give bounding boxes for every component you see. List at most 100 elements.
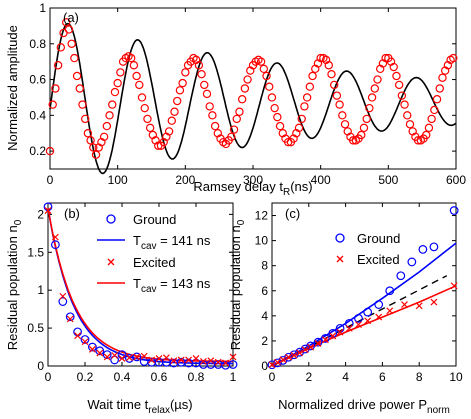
data-point (70, 53, 79, 63)
data-point (235, 107, 244, 116)
data-point (66, 315, 74, 323)
x-tick-label: 1 (230, 370, 237, 384)
data-point (332, 91, 342, 100)
data-point (48, 100, 57, 109)
x-tick-label: 400 (311, 173, 331, 187)
data-point (89, 143, 98, 152)
panel-c-ylabel-main: Residual population n (228, 225, 243, 350)
panel-b-ylabel-sub: 0 (13, 219, 24, 225)
data-point (164, 127, 174, 136)
panel-a-ylabel: Normalized amplitude (5, 25, 20, 151)
panel-b-xlabel-tail: (µs) (170, 397, 193, 412)
data-point (449, 206, 459, 215)
data-point (111, 351, 119, 359)
data-point (87, 342, 97, 352)
panel-c-xlabel-main: Normalized drive power P (278, 397, 427, 412)
panel-c-frame (271, 202, 457, 367)
x-tick-label: 4 (342, 370, 349, 384)
data-point (374, 300, 384, 309)
panel-a-label: (a) (63, 10, 79, 25)
data-point (78, 100, 87, 109)
panel-b: 0 0.2 0.4 0.6 0.8 1 0 0.5 1 1.5 2 (b) Ground Tcav … (5, 202, 238, 416)
data-point (285, 353, 292, 361)
data-point (170, 357, 178, 365)
panel-c-excited-fit (271, 285, 457, 367)
data-point (210, 121, 220, 131)
data-point (403, 111, 412, 120)
legend-excited-marker (107, 258, 115, 266)
legend-excited-fit-label: Tcav = 143 ns (133, 276, 211, 295)
x-tick-label: 6 (379, 370, 386, 384)
data-point (363, 307, 373, 317)
data-point (200, 80, 209, 90)
x-tick-label: 2 (305, 370, 312, 384)
legend-c-excited-label: Excited (357, 252, 400, 267)
panel-c-ylabel-sub: 0 (236, 219, 247, 225)
data-point (108, 100, 117, 109)
data-point (336, 328, 344, 336)
data-point (205, 102, 214, 111)
data-point (274, 358, 281, 366)
data-point (240, 84, 250, 93)
panel-b-xlabel-sub: relax (148, 405, 170, 416)
data-point (270, 103, 279, 113)
data-point (229, 353, 237, 361)
data-point (232, 114, 241, 124)
data-point (75, 84, 84, 93)
x-tick-label: 200 (175, 173, 195, 187)
data-point (202, 89, 212, 99)
data-point (185, 356, 193, 364)
y-tick-label: 4 (261, 309, 268, 323)
data-point (364, 317, 372, 325)
data-point (324, 61, 333, 70)
panel-c-xlabel-sub: norm (427, 405, 450, 416)
data-point (162, 354, 170, 362)
data-point (449, 53, 458, 63)
data-point (237, 95, 247, 104)
y-tick-label: 0.6 (29, 73, 46, 87)
y-tick-label: 2 (261, 334, 268, 348)
data-point (110, 87, 120, 97)
data-point (51, 233, 59, 241)
data-point (145, 123, 155, 133)
y-tick-label: 1.5 (27, 245, 44, 259)
data-point (74, 332, 82, 340)
panel-b-ticks: 0 0.2 0.4 0.6 0.8 1 0 0.5 1 1.5 2 (27, 203, 237, 384)
y-tick-label: 1 (39, 1, 46, 15)
data-point (99, 132, 109, 141)
data-point (354, 313, 363, 323)
data-point (389, 62, 398, 72)
panel-b-ylabel: Residual population n0 (5, 219, 24, 350)
data-point (95, 346, 105, 356)
data-point (88, 345, 96, 353)
panel-b-label: (b) (64, 206, 80, 221)
x-tick-label: 0.8 (188, 370, 205, 384)
x-tick-label: 0.2 (77, 370, 94, 384)
y-tick-label: 0.2 (29, 144, 46, 158)
panel-b-ylabel-main: Residual population n (5, 225, 20, 350)
data-point (396, 271, 406, 281)
data-point (229, 125, 239, 134)
data-point (265, 82, 274, 91)
data-point (430, 105, 439, 115)
legend-c-ground-label: Ground (357, 231, 400, 246)
data-point (59, 292, 67, 300)
data-point (427, 114, 436, 124)
panel-b-frame (47, 202, 234, 367)
data-point (72, 71, 82, 81)
y-tick-label: 0.5 (27, 321, 44, 335)
panel-c-xlabel: Normalized drive power Pnorm (278, 397, 450, 416)
data-point (328, 329, 338, 338)
data-point (65, 312, 75, 322)
data-point (102, 121, 112, 131)
data-point (214, 358, 222, 366)
legend-c-excited-marker (336, 255, 344, 263)
data-point (86, 136, 95, 145)
data-point (405, 120, 415, 129)
panel-a: 0 100 200 300 400 500 600 0.2 0.4 0.6 0.8 1 (a) Nor… (5, 1, 466, 198)
data-point (296, 349, 304, 357)
data-point (116, 68, 125, 77)
data-point (302, 93, 312, 102)
data-point (81, 338, 89, 346)
data-point (259, 64, 269, 74)
